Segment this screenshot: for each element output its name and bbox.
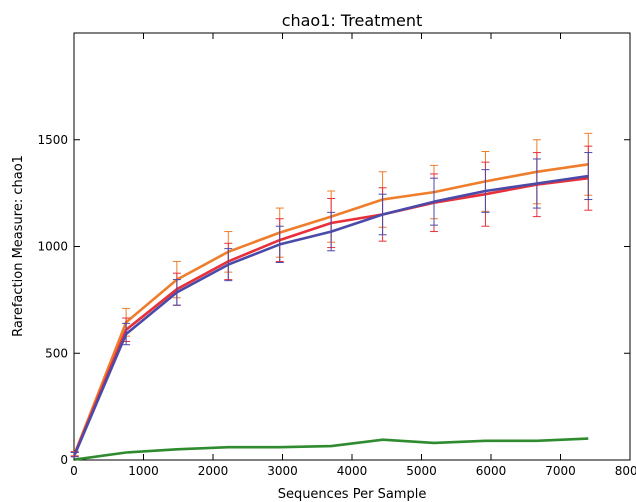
x-tick-label-5: 5000 bbox=[406, 464, 437, 478]
y-tick-label-1: 500 bbox=[45, 346, 68, 360]
chart-title: chao1: Treatment bbox=[282, 11, 423, 30]
x-tick-label-3: 3000 bbox=[267, 464, 298, 478]
y-tick-label-2: 1000 bbox=[37, 240, 68, 254]
x-tick-label-1: 1000 bbox=[128, 464, 159, 478]
plot-frame bbox=[73, 32, 631, 461]
x-tick-label-2: 2000 bbox=[198, 464, 229, 478]
y-tick-label-3: 1500 bbox=[37, 133, 68, 147]
x-tick-label-7: 7000 bbox=[545, 464, 576, 478]
x-tick-label-6: 6000 bbox=[476, 464, 507, 478]
y-tick-label-0: 0 bbox=[60, 453, 68, 467]
series-2-line bbox=[73, 174, 589, 456]
series-3-line bbox=[74, 437, 589, 461]
x-tick-label-0: 0 bbox=[70, 464, 78, 478]
x-axis-label: Sequences Per Sample bbox=[278, 487, 427, 502]
x-tick-label-4: 4000 bbox=[337, 464, 368, 478]
y-axis-label: Rarefaction Measure: chao1 bbox=[11, 155, 26, 337]
